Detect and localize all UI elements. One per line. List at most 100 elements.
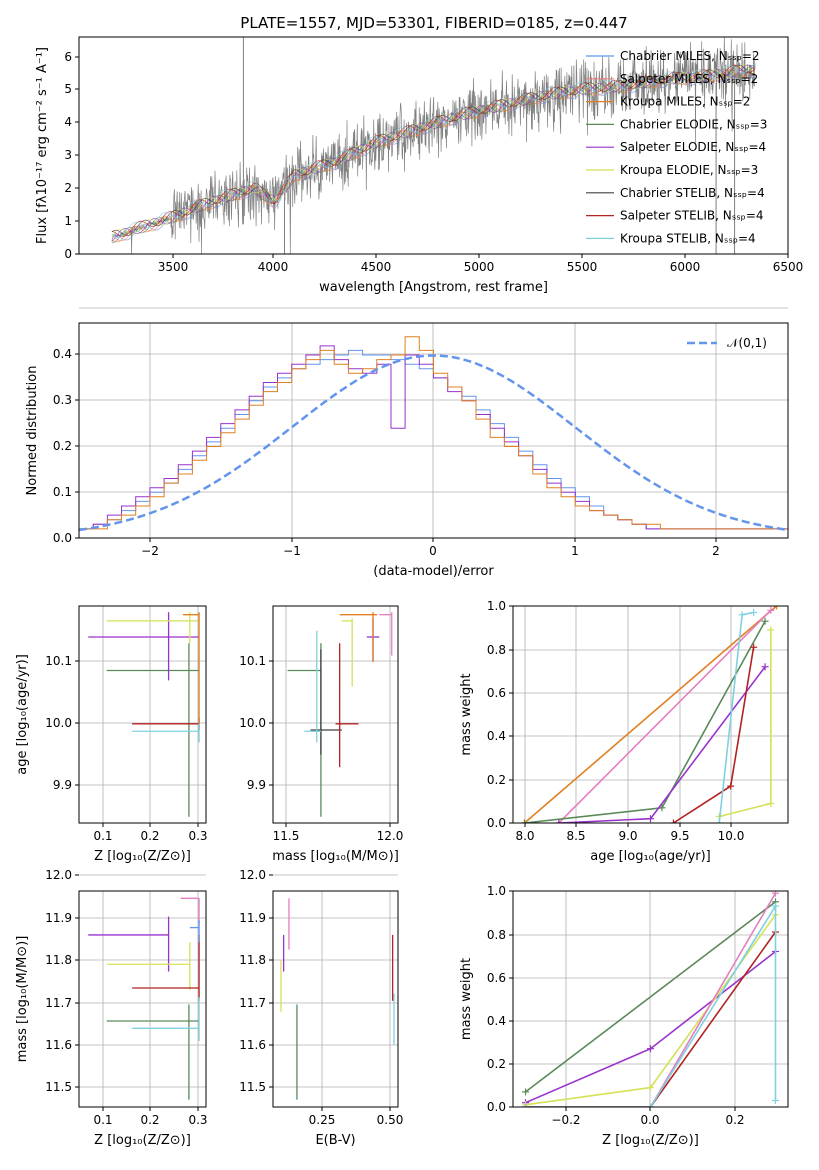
y-axis-label: mass weight [459,673,474,755]
x-tick-label: 2 [712,544,720,558]
legend-entry: Salpeter MILES, Nₛₛₚ=2 [620,72,758,86]
panel-2: 𝒩(0,1) −2 −1 0 1 2 0.0 0.1 0.2 0.3 0.4 (data-model)… [25,307,789,579]
data-point [738,611,746,619]
errorbar-salpeter_elodie [88,612,200,681]
y-axis-label: age [log₁₀(age/yr)] [15,654,30,775]
errorbar-salpeter_stelib [132,934,200,1001]
x-tick-label: 0.3 [188,829,207,843]
y-tick-label: 0.8 [487,643,506,657]
y-tick-label: 11.9 [239,911,266,925]
errorbar-kroupa_miles [339,612,378,662]
x-tick-label: 3500 [158,260,189,274]
data-point [647,1103,654,1107]
x-tick-label: 0.2 [140,1113,159,1127]
y-tick-label: 11.7 [45,996,72,1010]
y-tick-label: 1.0 [487,884,506,898]
x-axis-label: E(B-V) [315,1133,355,1148]
y-tick-label: 6 [64,50,72,64]
error-bars [88,612,200,817]
data-point [767,799,775,807]
y-tick-label: 12.0 [45,868,72,882]
data-point [767,606,775,614]
panel-4: 11.5 12.0 9.9 10.0 10.1 mass [log₁₀(M/M⊙)] [239,605,404,864]
axes-frame [78,36,789,255]
error-bars [287,612,393,817]
y-tick-label: 10.0 [45,716,72,730]
data-point [647,1084,654,1092]
errorbar-kroupa_stelib [132,997,200,1042]
x-tick-label: 8.5 [566,829,585,843]
x-tick-label: 6000 [670,260,701,274]
panel-5: 8.0 8.5 9.0 9.5 10.0 0.0 0.2 0.4 0.6 0.8 1.0 age [l… [459,599,789,864]
legend-entry: Kroupa STELIB, Nₛₛₚ=4 [620,231,756,245]
axes-frame [272,605,399,824]
series-line-kroupa_miles [523,606,778,823]
x-tick-label: 8.0 [515,829,534,843]
series-line-kroupa_stelib [525,903,777,1107]
errorbar-kroupa_elodie [341,618,353,687]
y-tick-label: 0.2 [487,773,506,787]
y-tick-label: 4 [64,115,72,129]
y-tick-label: 0 [64,247,72,261]
series-line-pink [558,609,772,823]
series-line-kroupa_elodie [525,914,777,1106]
y-tick-label: 11.6 [45,1038,72,1052]
error-bars [280,898,395,1100]
y-tick-label: 11.8 [239,953,266,967]
data-point [772,902,779,910]
errorbar-kroupa_stelib [304,630,321,743]
y-axis-label: mass weight [459,958,474,1040]
x-axis-label: Z [log₁₀(Z/Z⊙)] [94,1133,191,1148]
data-point [715,819,723,823]
data-point [767,626,775,634]
histograms [79,336,788,532]
y-tick-label: 0.3 [53,393,72,407]
y-tick-label: 11.7 [239,996,266,1010]
y-axis-label: Normed distribution [25,366,40,496]
legend-entry: Kroupa MILES, Nₛₛₚ=2 [620,95,750,109]
y-tick-label: 10.1 [45,654,72,668]
x-tick-label: 9.0 [618,829,637,843]
y-tick-label: 2 [64,181,72,195]
axes-frame [78,890,207,1108]
errorbar-kroupa_miles [182,612,200,724]
data-point [772,1097,779,1105]
y-tick-label: 0.1 [53,485,72,499]
series-line-pink [525,892,777,1107]
data-point [773,606,781,610]
data-point [761,663,769,671]
axes-frame [512,605,789,824]
x-tick-label: 0.25 [309,1113,336,1127]
errorbar-chabrier_stelib [310,649,342,755]
errorbar-chabrier_miles [189,920,200,943]
data-point [750,609,758,617]
y-tick-label: 11.8 [45,953,72,967]
legend-entry: Chabrier STELIB, Nₛₛₚ=4 [620,186,765,200]
y-tick-label: 9.9 [53,778,72,792]
x-tick-label: 12.0 [377,829,404,843]
y-tick-label: 0.2 [487,1057,506,1071]
panel-7: 0.25 0.50 11.5 11.6 11.7 11.8 11.9 12.0 E(B-V) [239,868,403,1148]
data-spectrum [111,37,756,254]
errorbar-chabrier_elodie [106,643,200,817]
data-point [522,1088,529,1096]
data-point [761,617,769,625]
x-axis-label: age [log₁₀(age/yr)] [590,849,711,864]
model-line-salpeter_stelib [111,64,755,237]
data-point [522,1103,529,1107]
x-tick-label: 0.1 [93,1113,112,1127]
legend-entry: Kroupa ELODIE, Nₛₛₚ=3 [620,163,758,177]
chart-title: PLATE=1557, MJD=53301, FIBERID=0185, z=0… [240,14,627,32]
x-tick-label: 5000 [464,260,495,274]
hist-kroupa_miles [79,336,788,530]
y-tick-label: 3 [64,148,72,162]
normal-curve [79,354,788,532]
y-tick-label: 1.0 [487,599,506,613]
y-axis-label: Flux [fλ10⁻¹⁷ erg cm⁻² s⁻¹ A⁻¹] [35,47,50,244]
x-tick-label: 0.2 [140,829,159,843]
errorbar-chabrier_elodie [106,1004,200,1100]
y-tick-label: 0.0 [487,816,506,830]
error-bars [88,897,200,1100]
y-tick-label: 10.1 [239,654,266,668]
x-tick-label: 6500 [773,260,804,274]
